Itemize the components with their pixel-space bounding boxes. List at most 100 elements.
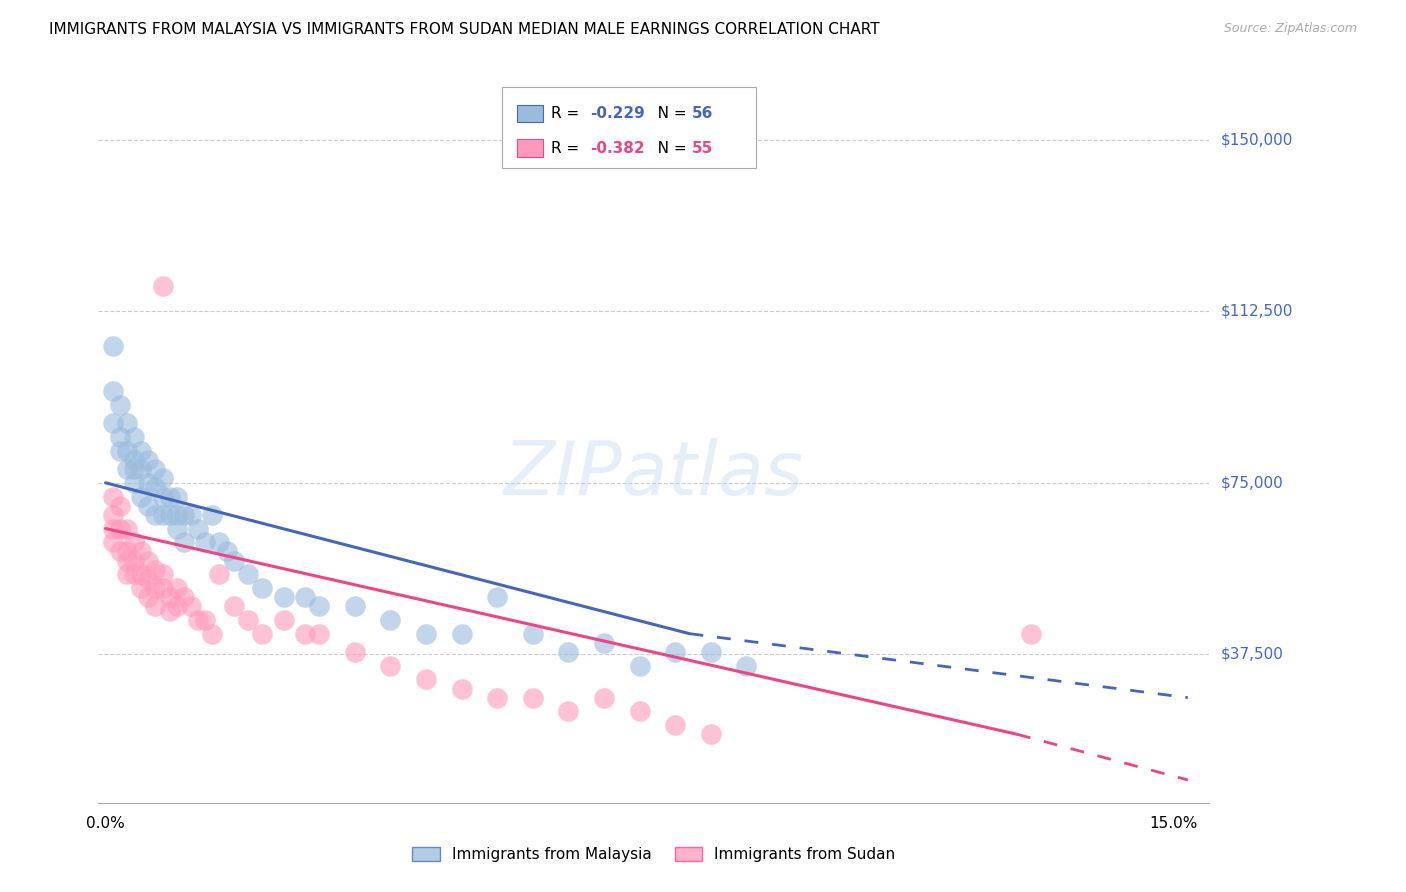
Point [145, 508, 167, 522]
Point [593, 636, 616, 650]
Point [215, 544, 238, 558]
Point [415, 673, 437, 687]
Point [136, 553, 159, 567]
Point [115, 553, 138, 567]
Point [486, 690, 509, 705]
Point [152, 490, 174, 504]
Point [108, 544, 131, 558]
Point [187, 521, 209, 535]
Point [122, 453, 145, 467]
Point [159, 490, 181, 504]
Point [115, 521, 138, 535]
Point [136, 572, 159, 586]
Point [343, 599, 366, 614]
Point [700, 727, 723, 741]
Point [108, 443, 131, 458]
Point [450, 626, 472, 640]
Point [486, 590, 509, 604]
Point [115, 443, 138, 458]
Text: -0.382: -0.382 [591, 141, 645, 156]
Point [136, 453, 159, 467]
Point [557, 645, 579, 659]
Point [101, 417, 124, 431]
Point [122, 553, 145, 567]
Point [136, 475, 159, 490]
Point [700, 645, 723, 659]
Point [145, 563, 167, 577]
Point [108, 521, 131, 535]
Point [108, 398, 131, 412]
Point [129, 567, 152, 582]
Point [664, 645, 686, 659]
Point [308, 626, 330, 640]
Point [180, 508, 202, 522]
Point [664, 718, 686, 732]
Point [194, 613, 217, 627]
Point [380, 613, 402, 627]
Legend: Immigrants from Malaysia, Immigrants from Sudan: Immigrants from Malaysia, Immigrants fro… [406, 840, 901, 868]
Point [166, 521, 188, 535]
Text: $37,500: $37,500 [1220, 647, 1284, 662]
Text: ZIPatlas: ZIPatlas [503, 438, 804, 509]
Point [115, 462, 138, 476]
Point [145, 581, 167, 595]
Point [273, 590, 295, 604]
Point [294, 626, 316, 640]
Point [222, 553, 245, 567]
Point [166, 581, 188, 595]
Point [173, 590, 195, 604]
Point [101, 521, 124, 535]
Point [522, 626, 544, 640]
Point [236, 567, 259, 582]
Point [450, 681, 472, 696]
Point [628, 658, 651, 673]
Point [108, 499, 131, 513]
Point [222, 599, 245, 614]
Point [145, 599, 167, 614]
Point [145, 480, 167, 494]
Text: $150,000: $150,000 [1220, 132, 1292, 147]
Point [1019, 626, 1042, 640]
Point [250, 626, 273, 640]
Point [101, 535, 124, 549]
Text: IMMIGRANTS FROM MALAYSIA VS IMMIGRANTS FROM SUDAN MEDIAN MALE EARNINGS CORRELATI: IMMIGRANTS FROM MALAYSIA VS IMMIGRANTS F… [49, 22, 880, 37]
Point [101, 384, 124, 399]
Point [180, 599, 202, 614]
Point [122, 535, 145, 549]
Text: $75,000: $75,000 [1220, 475, 1284, 491]
Point [152, 581, 174, 595]
Point [101, 338, 124, 352]
Point [194, 535, 217, 549]
Point [294, 590, 316, 604]
Point [152, 279, 174, 293]
Point [136, 590, 159, 604]
Point [173, 508, 195, 522]
Point [187, 613, 209, 627]
Point [593, 690, 616, 705]
Point [152, 567, 174, 582]
Point [236, 613, 259, 627]
Text: -0.229: -0.229 [591, 106, 645, 121]
Point [129, 581, 152, 595]
Text: 55: 55 [692, 141, 713, 156]
Point [628, 705, 651, 719]
Point [173, 535, 195, 549]
Point [129, 462, 152, 476]
Text: Source: ZipAtlas.com: Source: ZipAtlas.com [1223, 22, 1357, 36]
Point [159, 508, 181, 522]
Point [136, 499, 159, 513]
Point [152, 508, 174, 522]
Point [145, 462, 167, 476]
Point [735, 658, 758, 673]
Point [108, 430, 131, 444]
Point [115, 417, 138, 431]
Point [122, 462, 145, 476]
Point [557, 705, 579, 719]
Point [380, 658, 402, 673]
Text: R =: R = [551, 141, 585, 156]
Point [129, 490, 152, 504]
Point [159, 590, 181, 604]
Point [208, 567, 231, 582]
Text: $112,500: $112,500 [1220, 304, 1292, 318]
Point [115, 567, 138, 582]
